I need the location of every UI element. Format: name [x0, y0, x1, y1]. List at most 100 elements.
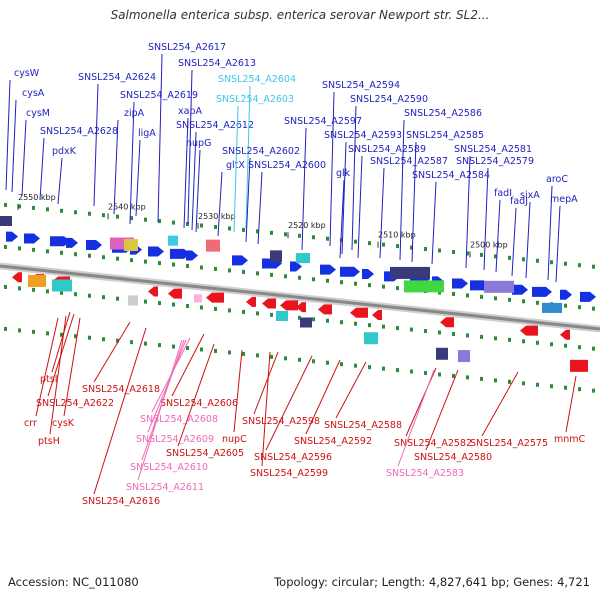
bottom-gene-label: SNSL254_A2622 [36, 398, 114, 409]
ring-tick [158, 261, 161, 266]
top-leader-line [495, 199, 501, 273]
top-leader-line [233, 105, 239, 233]
feature-box [484, 280, 514, 293]
ruler: 2550 kbp 2540 kbp 2530 kbp 2520 kbp 2510 kbp… [17, 193, 508, 258]
top-leader-line [399, 119, 405, 261]
ring-tick [46, 331, 49, 336]
reverse-gene-arrow [280, 300, 298, 311]
top-gene-label: SNSL254_A2594 [322, 80, 400, 91]
ring-tick [354, 239, 357, 244]
ring-tick [256, 271, 259, 276]
bottom-gene-label: SNSL254_A2611 [126, 482, 204, 493]
ring-tick [242, 269, 245, 274]
bottom-leader-line [405, 367, 437, 437]
top-leader-line [245, 85, 251, 229]
ring-tick [312, 277, 315, 282]
ring-tick [200, 223, 203, 228]
forward-gene-arrow [148, 246, 164, 257]
ring-tick [242, 309, 245, 314]
ring-tick [270, 272, 273, 277]
ring-tick [256, 353, 259, 358]
ring-tick [32, 287, 35, 292]
ring-tick [186, 346, 189, 351]
bottom-leader-line [51, 311, 71, 373]
bottom-gene-label: crr [24, 418, 37, 429]
top-gene-label: pdxK [52, 146, 77, 157]
feature-box [128, 295, 138, 306]
ring-tick [46, 249, 49, 254]
ring-tick [88, 253, 91, 258]
top-leader-line [245, 157, 251, 243]
feature-box [296, 253, 310, 264]
top-leader-line [129, 101, 135, 225]
top-gene-label: SNSL254_A2586 [404, 108, 482, 119]
ring-tick [480, 252, 483, 257]
ring-tick [564, 385, 567, 390]
top-gene-label: SNSL254_A2584 [412, 170, 490, 181]
ring-tick [382, 284, 385, 289]
ring-tick [452, 331, 455, 336]
ring-tick [172, 344, 175, 349]
ring-tick [508, 379, 511, 384]
bottom-gene-label: SNSL254_A2599 [250, 468, 328, 479]
ring-tick [298, 275, 301, 280]
top-leader-line [431, 181, 437, 265]
ring-tick [564, 303, 567, 308]
guide-lines [4, 202, 595, 393]
ring-tick [284, 274, 287, 279]
reverse-gene-arrow [148, 286, 158, 297]
feature-box [436, 347, 448, 360]
forward-gene-arrow [560, 289, 572, 300]
ring-tick [312, 359, 315, 364]
top-gene-label: xapA [178, 106, 202, 117]
feature-box [300, 317, 312, 328]
ring-tick [340, 362, 343, 367]
top-leader-line [465, 155, 471, 269]
bottom-leader-line [63, 317, 81, 417]
ring-tick [228, 308, 231, 313]
top-gene-label: SNSL254_A2619 [120, 90, 198, 101]
top-gene-label: SNSL254_A2579 [456, 156, 534, 167]
top-gene-label: glk [336, 168, 351, 179]
bottom-gene-label: SNSL254_A2575 [470, 438, 548, 449]
ring-tick [144, 299, 147, 304]
ring-tick [508, 255, 511, 260]
top-leader-line [57, 157, 63, 205]
ring-tick [4, 326, 7, 331]
feature-box [276, 310, 288, 321]
ring-tick [270, 312, 273, 317]
ring-tick [32, 247, 35, 252]
bottom-gene-label: SNSL254_A2583 [386, 468, 464, 479]
bottom-gene-label: SNSL254_A2609 [136, 434, 214, 445]
feature-box [390, 266, 430, 279]
top-gene-label: SNSL254_A2603 [216, 94, 294, 105]
bottom-leader-line [49, 315, 67, 435]
ring-tick [508, 337, 511, 342]
ring-tick [32, 329, 35, 334]
bottom-gene-label: SNSL254_A2588 [324, 420, 402, 431]
ring-tick [368, 283, 371, 288]
ring-tick [354, 281, 357, 286]
ruler-label: 2550 kbp [18, 193, 56, 202]
ruler-label: 2530 kbp [198, 212, 236, 221]
ring-tick [382, 366, 385, 371]
top-gene-label: ligA [138, 128, 156, 139]
top-leader-line [555, 205, 561, 283]
ring-tick [256, 311, 259, 316]
ruler-label: 2500 kbp [470, 240, 508, 249]
ring-tick [480, 334, 483, 339]
ring-tick [116, 296, 119, 301]
ring-tick [340, 320, 343, 325]
ring-tick [312, 235, 315, 240]
ring-tick [410, 369, 413, 374]
ring-tick [396, 244, 399, 249]
bottom-gene-label: SNSL254_A2606 [160, 398, 238, 409]
bottom-leader-line [35, 317, 59, 417]
ring-tick [438, 330, 441, 335]
ring-tick [186, 222, 189, 227]
ring-tick [564, 343, 567, 348]
ring-tick [522, 257, 525, 262]
ring-tick [494, 296, 497, 301]
top-leader-line [195, 149, 201, 233]
top-gene-label: SNSL254_A2587 [370, 156, 448, 167]
